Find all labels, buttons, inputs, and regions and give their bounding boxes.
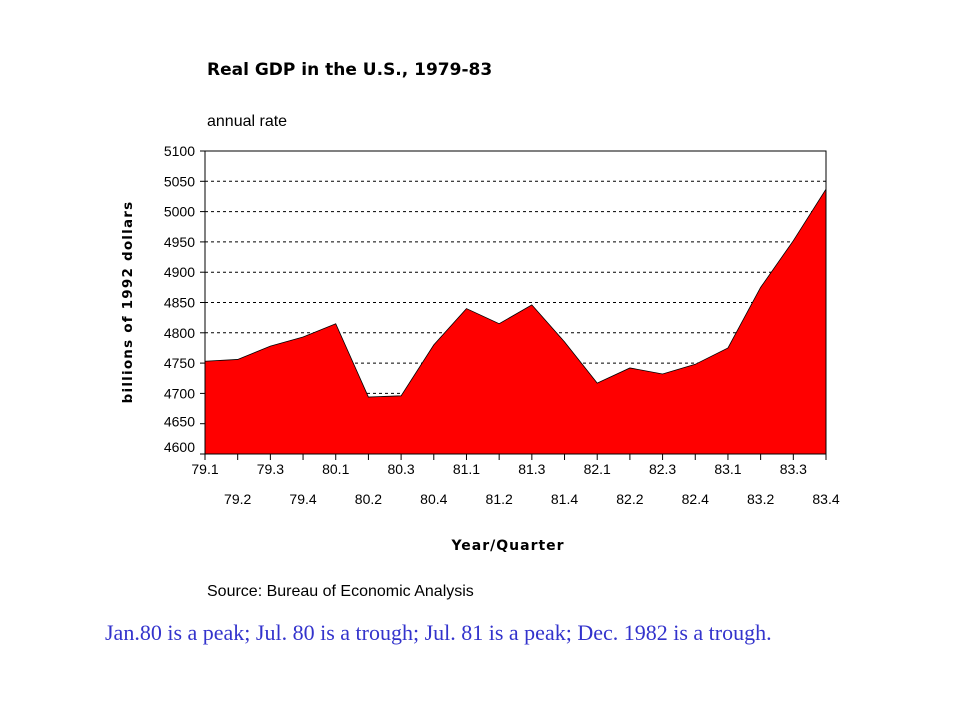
y-tick-label: 4900 [164, 264, 195, 280]
x-tick-label: 83.1 [714, 461, 741, 477]
series-area [204, 187, 827, 455]
y-tick-label: 5050 [164, 173, 195, 189]
x-tick-label: 80.1 [322, 461, 349, 477]
x-tick-label: 82.1 [584, 461, 611, 477]
x-tick-label: 80.3 [387, 461, 414, 477]
y-axis-label: billions of 1992 dollars [120, 201, 136, 404]
x-tick-label: 79.1 [191, 461, 218, 477]
x-tick-label: 81.4 [551, 491, 578, 507]
chart-title: Real GDP in the U.S., 1979-83 [207, 60, 492, 80]
y-tick-label: 4750 [164, 355, 195, 371]
x-tick-label: 83.4 [812, 491, 839, 507]
plot-area: 4600 4650 4700 4750 4800 4850 4900 4950 5000 5050… [164, 143, 840, 507]
x-tick-label: 80.2 [355, 491, 382, 507]
x-tick-label: 83.2 [747, 491, 774, 507]
y-tick-label: 4700 [164, 385, 195, 401]
x-tick-label: 82.4 [682, 491, 709, 507]
x-tick-label: 81.1 [453, 461, 480, 477]
x-tick-label: 81.2 [486, 491, 513, 507]
y-tick-label: 4600 [164, 439, 195, 455]
x-tick-label: 79.3 [257, 461, 284, 477]
x-axis-label: Year/Quarter [450, 538, 564, 554]
y-tick-label: 4850 [164, 295, 195, 311]
source-note: Source: Bureau of Economic Analysis [207, 583, 474, 600]
y-tick-label: 4800 [164, 325, 195, 341]
x-tick-label: 83.3 [780, 461, 807, 477]
x-tick-label: 79.2 [224, 491, 251, 507]
caption: Jan.80 is a peak; Jul. 80 is a trough; J… [105, 620, 772, 645]
x-tick-label: 81.3 [518, 461, 545, 477]
y-tick-label: 5000 [164, 204, 195, 220]
x-tick-label: 82.2 [616, 491, 643, 507]
y-tick-label: 4950 [164, 234, 195, 250]
y-tick-label: 4650 [164, 414, 195, 430]
x-tick-label: 82.3 [649, 461, 676, 477]
chart-subtitle: annual rate [207, 113, 287, 130]
x-tick-label: 79.4 [289, 491, 316, 507]
x-tick-label: 80.4 [420, 491, 447, 507]
y-tick-label: 5100 [164, 143, 195, 159]
